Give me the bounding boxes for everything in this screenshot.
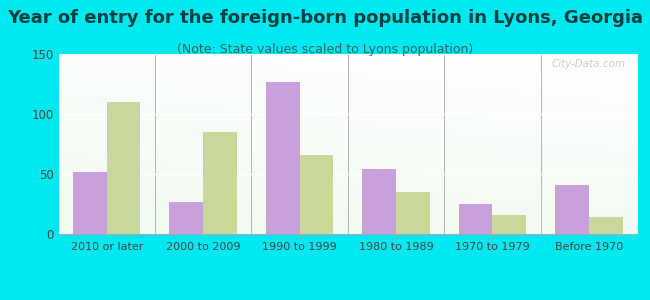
Bar xyxy=(362,169,396,234)
Text: City-Data.com: City-Data.com xyxy=(551,59,625,69)
Bar xyxy=(555,185,589,234)
Bar xyxy=(266,82,300,234)
Bar xyxy=(203,132,237,234)
Bar xyxy=(459,204,493,234)
Text: (Note: State values scaled to Lyons population): (Note: State values scaled to Lyons popu… xyxy=(177,44,473,56)
Bar xyxy=(170,202,203,234)
Bar xyxy=(396,192,430,234)
Bar xyxy=(73,172,107,234)
Bar xyxy=(589,217,623,234)
Bar xyxy=(107,102,140,234)
Text: Year of entry for the foreign-born population in Lyons, Georgia: Year of entry for the foreign-born popul… xyxy=(7,9,643,27)
Legend: Lyons, Georgia: Lyons, Georgia xyxy=(258,297,437,300)
Bar xyxy=(300,155,333,234)
Bar xyxy=(493,215,526,234)
